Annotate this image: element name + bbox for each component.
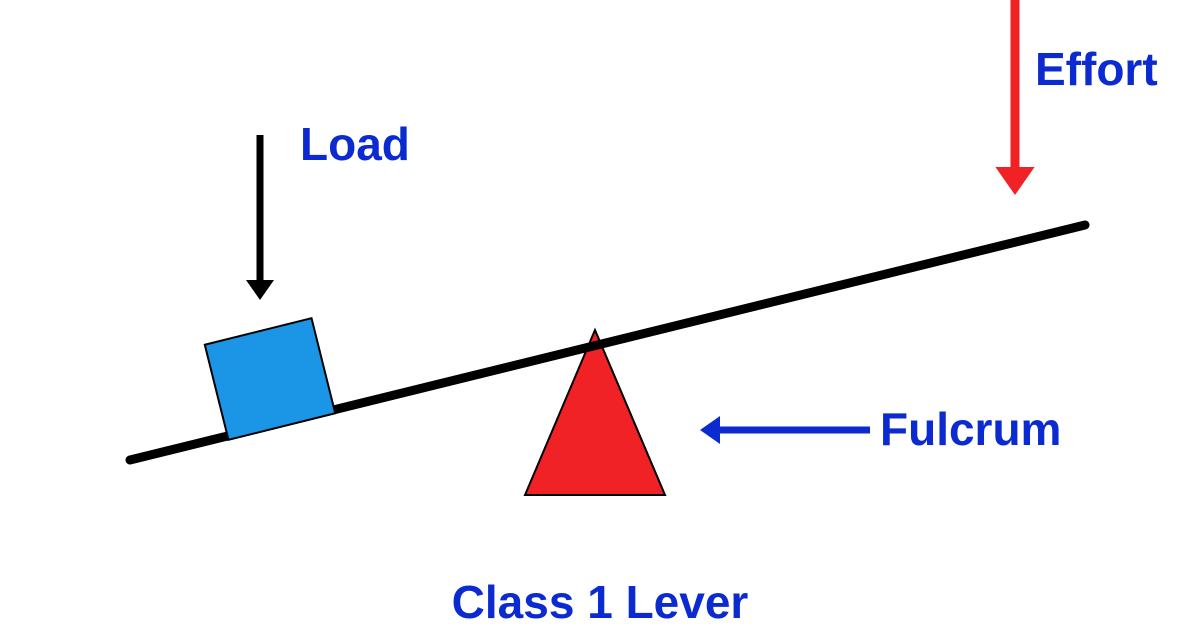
diagram-background (0, 0, 1200, 630)
lever-diagram: Load Effort Fulcrum Class 1 Lever (0, 0, 1200, 630)
fulcrum-label: Fulcrum (880, 403, 1061, 455)
effort-label: Effort (1035, 43, 1158, 95)
diagram-title: Class 1 Lever (452, 576, 749, 628)
load-label: Load (300, 118, 410, 170)
